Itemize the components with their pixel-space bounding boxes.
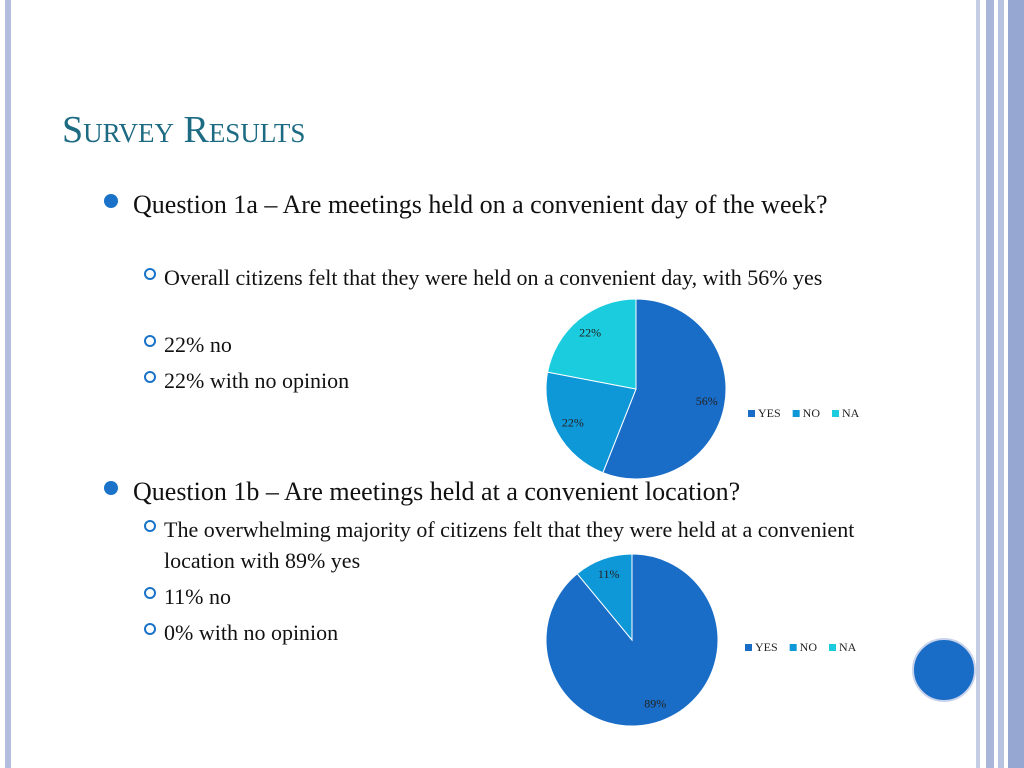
right-stripe bbox=[976, 0, 980, 768]
pie-slice bbox=[545, 371, 637, 474]
legend-swatch bbox=[792, 410, 800, 417]
left-stripe bbox=[5, 0, 11, 768]
legend-swatch bbox=[829, 644, 837, 651]
legend-label: NO bbox=[800, 640, 818, 654]
right-stripe bbox=[986, 0, 994, 768]
sub-bullet bbox=[144, 371, 156, 383]
legend-swatch bbox=[748, 410, 755, 417]
point: The overwhelming majority of citizens fe… bbox=[164, 517, 855, 573]
question: Question 1a – Are meetings held on a con… bbox=[133, 190, 828, 219]
point: 11% no bbox=[164, 584, 232, 609]
bullet bbox=[104, 481, 118, 495]
legend-label: YES bbox=[755, 640, 778, 654]
legend-swatch bbox=[745, 644, 752, 651]
data-label: 89% bbox=[644, 696, 666, 710]
slide-title: Survey Results bbox=[62, 109, 306, 151]
right-stripe bbox=[1008, 0, 1024, 768]
sub-bullet bbox=[144, 335, 156, 347]
point: 22% no bbox=[164, 332, 232, 357]
sub-bullet bbox=[144, 623, 156, 635]
question: Question 1b – Are meetings held at a con… bbox=[133, 477, 741, 506]
legend-label: NO bbox=[803, 406, 821, 420]
sub-bullet bbox=[144, 520, 156, 532]
legend-swatch bbox=[789, 644, 797, 651]
bullet bbox=[104, 194, 118, 208]
sub-bullet bbox=[144, 268, 156, 280]
slide-button[interactable] bbox=[912, 638, 976, 702]
data-label: 11% bbox=[598, 567, 620, 581]
legend-label: NA bbox=[839, 640, 857, 654]
data-label: 56% bbox=[696, 394, 718, 408]
right-stripe bbox=[998, 0, 1004, 768]
legend-label: YES bbox=[758, 406, 781, 420]
legend-label: NA bbox=[842, 406, 860, 420]
point: 0% with no opinion bbox=[164, 620, 339, 645]
sub-bullet bbox=[144, 587, 156, 599]
pie-slice bbox=[547, 298, 637, 390]
pie-slice bbox=[545, 553, 719, 727]
data-label: 22% bbox=[562, 415, 584, 429]
data-label: 22% bbox=[579, 325, 601, 339]
legend-swatch bbox=[832, 410, 840, 417]
point: 22% with no opinion bbox=[164, 368, 350, 393]
point: Overall citizens felt that they were hel… bbox=[164, 265, 823, 290]
pie-slice bbox=[602, 298, 727, 480]
